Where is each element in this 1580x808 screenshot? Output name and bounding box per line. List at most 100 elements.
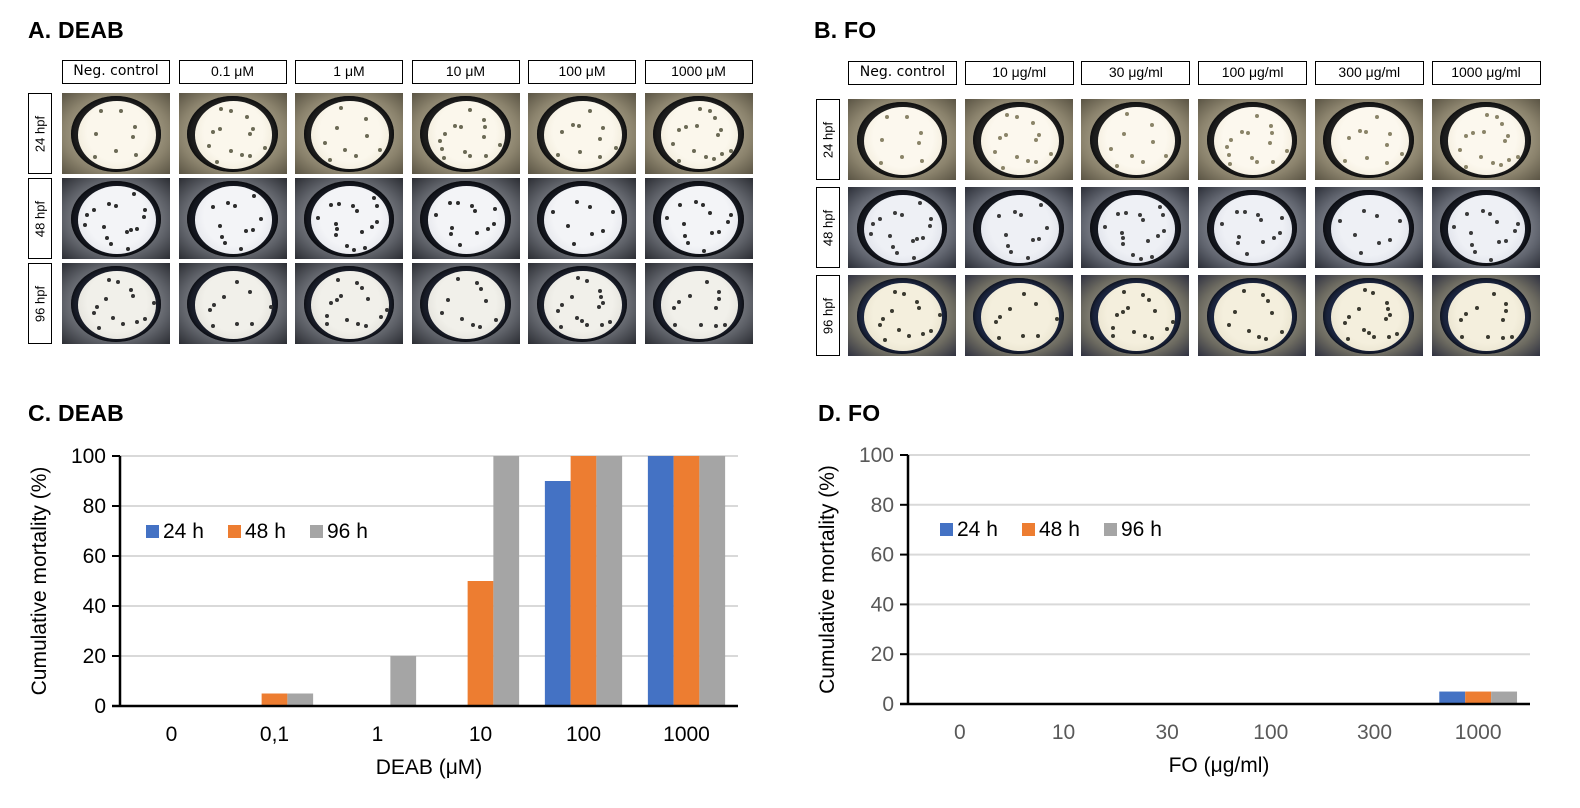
bar-96h-10 xyxy=(493,456,520,706)
well-photo xyxy=(1198,99,1307,180)
x-tick-label: 1000 xyxy=(663,723,710,746)
row-label-text: 96 hpf xyxy=(32,285,48,322)
bar-24h-100 xyxy=(544,481,571,706)
column-label: 30 μg/ml xyxy=(1081,61,1191,85)
well-photo xyxy=(848,275,956,356)
well-photo xyxy=(62,263,170,344)
y-tick-label: 0 xyxy=(94,695,106,718)
legend-swatch-48h xyxy=(228,525,241,538)
x-tick-label: 1000 xyxy=(1455,721,1502,744)
row-label: 24 hpf xyxy=(816,99,840,180)
column-label: 100 μg/ml xyxy=(1198,61,1308,85)
panel-c-title: C. DEAB xyxy=(28,400,124,426)
bar-48h-1000 xyxy=(1465,691,1492,704)
x-tick-label: 0 xyxy=(166,723,178,746)
bar-96h-0,1 xyxy=(287,693,314,706)
well-photo xyxy=(964,275,1073,356)
y-tick-label: 40 xyxy=(871,593,894,616)
bar-24h-1000 xyxy=(1439,691,1466,704)
x-axis-title: FO (μg/ml) xyxy=(1169,754,1270,777)
column-label: 10 μg/ml xyxy=(964,61,1074,85)
panel-b-title: B. FO xyxy=(814,17,877,43)
x-tick-label: 10 xyxy=(1052,721,1075,744)
well-photo xyxy=(964,99,1073,180)
bar-96h-1000 xyxy=(1491,691,1518,704)
well-photo xyxy=(62,93,170,174)
x-tick-label: 300 xyxy=(1357,721,1392,744)
x-tick-label: 100 xyxy=(1253,721,1288,744)
well-photo xyxy=(644,178,753,259)
well-photo xyxy=(1081,275,1190,356)
row-label: 48 hpf xyxy=(816,187,840,268)
y-tick-label: 60 xyxy=(83,545,106,568)
well-photo xyxy=(528,93,636,174)
column-label: 1 μM xyxy=(295,60,403,84)
legend-swatch-24h xyxy=(940,523,953,536)
bar-96h-100 xyxy=(596,456,623,706)
well-photo xyxy=(644,93,753,174)
legend-swatch-48h xyxy=(1022,523,1035,536)
x-tick-label: 30 xyxy=(1155,721,1178,744)
bar-48h-100 xyxy=(570,456,597,706)
row-label: 96 hpf xyxy=(816,275,840,356)
well-photo xyxy=(1431,99,1540,180)
legend-label: 96 h xyxy=(1121,518,1162,541)
well-photo xyxy=(528,263,636,344)
well-photo xyxy=(1198,275,1307,356)
legend-label: 96 h xyxy=(327,520,368,543)
legend-label: 48 h xyxy=(1039,518,1080,541)
bar-48h-10 xyxy=(467,581,494,706)
column-label: 10 μM xyxy=(411,60,520,84)
well-photo xyxy=(295,263,403,344)
y-tick-label: 20 xyxy=(871,643,894,666)
column-label: Neg. control xyxy=(62,60,170,84)
row-label: 96 hpf xyxy=(28,263,52,344)
well-photo xyxy=(1314,99,1423,180)
legend-label: 48 h xyxy=(245,520,286,543)
y-tick-label: 0 xyxy=(882,693,894,716)
column-label: 1000 μg/ml xyxy=(1431,61,1541,85)
well-photo xyxy=(848,99,956,180)
well-photo xyxy=(178,178,287,259)
y-tick-label: 40 xyxy=(83,595,106,618)
row-label-text: 48 hpf xyxy=(32,200,48,237)
legend-swatch-96h xyxy=(310,525,323,538)
well-photo xyxy=(1314,275,1423,356)
well-photo xyxy=(964,187,1073,268)
legend-swatch-24h xyxy=(146,525,159,538)
x-tick-label: 0,1 xyxy=(260,723,289,746)
well-photo xyxy=(848,187,956,268)
well-photo xyxy=(295,178,403,259)
bar-48h-1000 xyxy=(673,456,700,706)
y-tick-label: 100 xyxy=(71,445,106,468)
row-label: 24 hpf xyxy=(28,93,52,174)
well-photo xyxy=(1081,187,1190,268)
y-tick-label: 100 xyxy=(859,444,894,467)
panel-a-title: A. DEAB xyxy=(28,17,124,43)
y-tick-label: 20 xyxy=(83,645,106,668)
y-tick-label: 80 xyxy=(83,495,106,518)
x-tick-label: 0 xyxy=(954,721,966,744)
panel-d-title: D. FO xyxy=(818,400,881,426)
well-photo xyxy=(1431,275,1540,356)
well-photo xyxy=(178,93,287,174)
column-label: 100 μM xyxy=(528,60,636,84)
well-photo xyxy=(528,178,636,259)
row-label: 48 hpf xyxy=(28,178,52,259)
well-photo xyxy=(178,263,287,344)
x-tick-label: 1 xyxy=(372,723,384,746)
y-axis-title: Cumulative mortality (%) xyxy=(28,467,51,696)
well-photo xyxy=(1081,99,1190,180)
legend-label: 24 h xyxy=(163,520,204,543)
y-tick-label: 80 xyxy=(871,494,894,517)
x-axis-title: DEAB (μM) xyxy=(376,756,483,779)
well-photo xyxy=(1198,187,1307,268)
bar-24h-1000 xyxy=(647,456,674,706)
bar-96h-1 xyxy=(390,656,417,706)
well-photo xyxy=(644,263,753,344)
column-label: 300 μg/ml xyxy=(1314,61,1424,85)
well-photo xyxy=(295,93,403,174)
well-photo xyxy=(411,93,520,174)
y-tick-label: 60 xyxy=(871,544,894,567)
column-label: 0.1 μM xyxy=(178,60,287,84)
